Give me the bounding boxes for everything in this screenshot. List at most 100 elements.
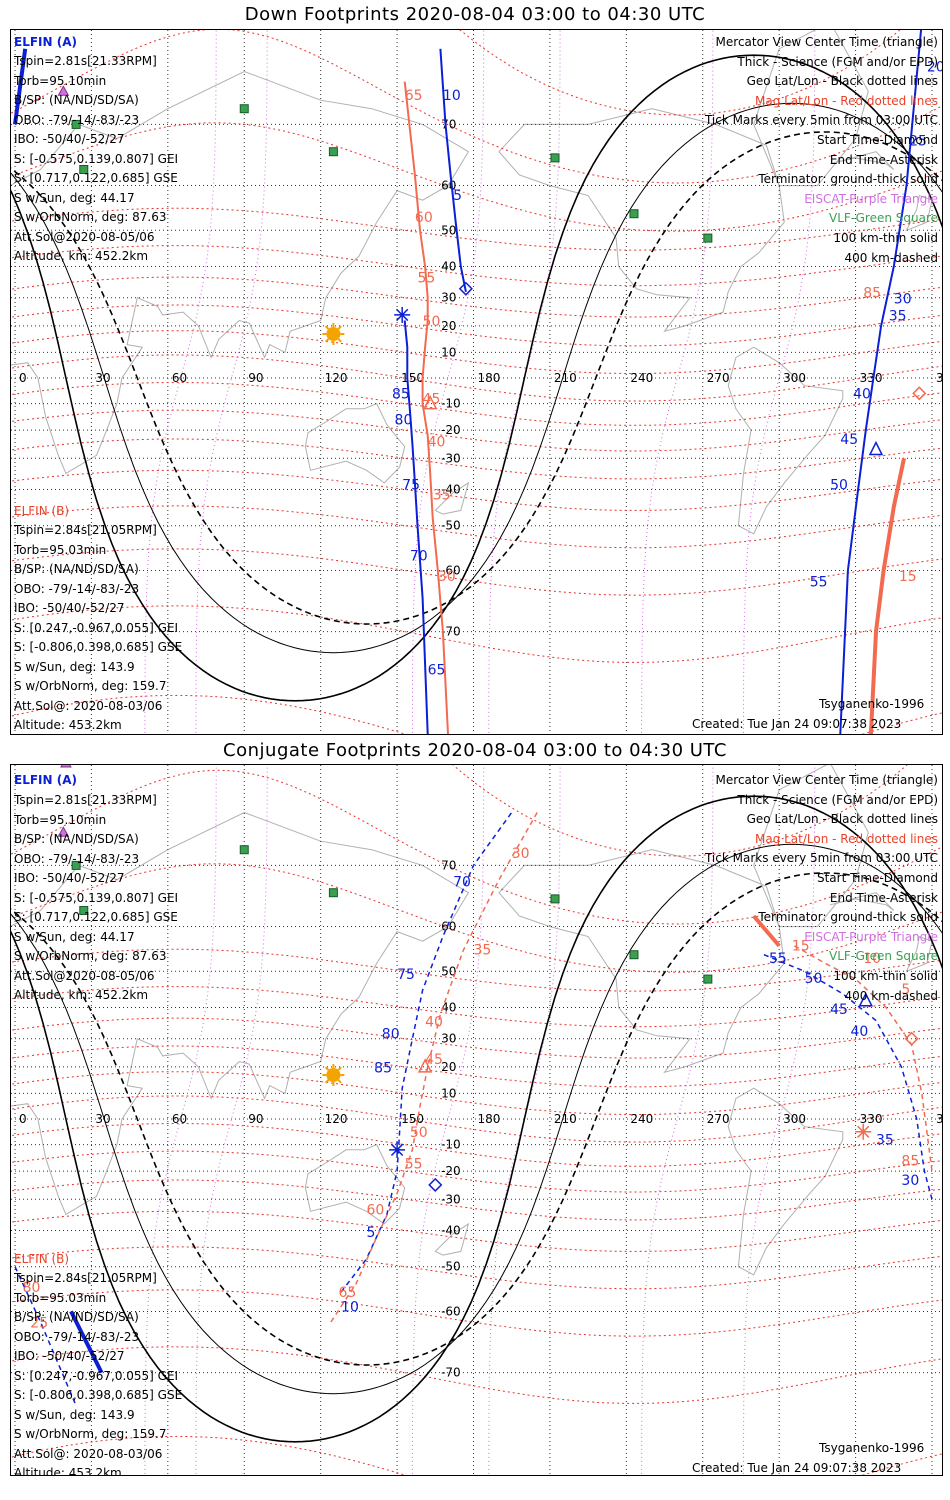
vlf-station-marker [328, 888, 338, 898]
mag-lat-line [11, 769, 942, 925]
lon-tick-label: 240 [630, 371, 653, 385]
lat-tick-label: -50 [441, 1260, 461, 1274]
elfin-a-tick-label: 30 [901, 1173, 919, 1189]
sun-ray [337, 338, 342, 343]
legend-item: Mag Lat/Lon - Red dotted lines [754, 831, 938, 846]
terminator-line [11, 54, 942, 702]
elfin-b-track [330, 812, 538, 1323]
elfin-a-tick-label: 35 [876, 1133, 894, 1149]
mag-lat-line [459, 30, 901, 116]
vlf-station-marker [71, 119, 81, 129]
mag-lat-line [11, 605, 942, 663]
elfin-a-tick-label: 5 [367, 1225, 376, 1241]
vlf-station-marker [550, 894, 560, 904]
coastline [11, 811, 470, 1216]
legend-item: Geo Lat/Lon - Black dotted lines [746, 74, 938, 89]
param-line: Altitude, km: 452.2km [14, 249, 149, 263]
elfin-a-tick-label: 45 [830, 1002, 848, 1018]
param-line: OBO: -79/-14/-83/-23 [14, 112, 140, 127]
lat-tick-label: -30 [441, 1192, 461, 1206]
elfin-b-tick-label: 15 [899, 569, 917, 585]
lon-tick-label: 90 [248, 371, 263, 385]
param-line: S w/OrbNorm, deg: 87.63 [14, 210, 167, 224]
elfin-b-science-track [868, 457, 906, 734]
mag-lat-line [11, 1071, 942, 1115]
elfin-b-tick-label: 85 [863, 286, 881, 302]
lat-tick-label: -30 [441, 451, 461, 465]
map-frame-down: 0 30 60 90 120 150 180 210 240 270 300 330 360 70 60 50… [10, 29, 943, 735]
lon-tick-label: 330 [860, 371, 883, 385]
legend-item: VLF-Green Square [829, 211, 938, 226]
legend-item: Terminator: ground-thick solid [758, 172, 938, 187]
sun-ray [324, 1079, 330, 1084]
elfin-a-label: ELFIN (A) [14, 35, 77, 49]
lon-tick-label: 210 [554, 1112, 577, 1126]
param-line: IBO: -50/40/-52/27 [14, 1349, 125, 1363]
start-diamond-marker [458, 281, 473, 296]
param-line: S: [-0.575,0.139,0.807] GEI [14, 890, 179, 905]
elfin-a-tick-label: 30 [894, 292, 912, 308]
elfin-a-tick-label: 70 [410, 549, 428, 565]
terminator-line [11, 795, 942, 1443]
legend-item: Mercator View Center Time (triangle) [715, 773, 938, 787]
vlf-station-marker [239, 104, 249, 114]
lon-tick-label: 270 [707, 1112, 730, 1126]
elfin-a-tick-label: 10 [341, 1299, 359, 1315]
mag-lat-line [11, 438, 942, 480]
lon-tick-label: 150 [401, 371, 424, 385]
lat-tick-label: 70 [441, 858, 456, 872]
elfin-a-tick-label: 40 [850, 1024, 868, 1040]
lat-tick-label: -60 [441, 563, 461, 577]
vlf-station-marker [629, 950, 639, 960]
start-diamond-marker [428, 1177, 443, 1192]
elfin-b-tick-label: 30 [438, 569, 456, 585]
lon-tick-label: 300 [783, 371, 806, 385]
coastline [753, 765, 869, 928]
param-line: Torb=95.10min [14, 812, 107, 827]
param-line: S: [0.717,0.122,0.685] GSE [14, 910, 178, 924]
end-asterisk-marker [390, 1143, 404, 1157]
terminator-line [11, 131, 942, 625]
mag-lat-line [11, 122, 942, 232]
param-line: Torb=95.03min [14, 1290, 107, 1305]
legend-item: Terminator: ground-thick solid [758, 910, 938, 925]
lat-tick-label: 10 [441, 1086, 456, 1100]
sun-ray [337, 1079, 342, 1084]
mag-lat-line [11, 1289, 942, 1337]
param-line: B/SP: (NA/ND/SD/SA) [14, 1310, 139, 1324]
legend-item: Geo Lat/Lon - Black dotted lines [746, 812, 938, 827]
mag-lat-line [11, 1150, 942, 1193]
elfin-b-tick-label: 30 [512, 846, 530, 862]
elfin-a-tick-label: 25 [909, 133, 927, 149]
elfin-b-tick-label: 40 [425, 1015, 443, 1031]
lat-tick-label: 30 [441, 1032, 456, 1046]
center-triangle-marker [422, 394, 438, 410]
param-line: Torb=95.10min [14, 73, 107, 88]
legend-item: 400 km-dashed [844, 250, 938, 265]
elfin-b-tick-label: 40 [428, 435, 446, 451]
lat-tick-label: -70 [441, 625, 461, 639]
elfin-b-tick-label: 65 [405, 88, 423, 104]
end-asterisk-marker [395, 308, 409, 322]
coastline [727, 1087, 844, 1276]
param-line: B/SP: (NA/ND/SD/SA) [14, 832, 139, 846]
coastline [304, 1143, 406, 1225]
elfin-a-tick-label: 80 [395, 413, 413, 429]
vlf-station-marker [703, 974, 713, 984]
sun-icon [326, 326, 341, 341]
mag-lat-line [11, 1210, 942, 1252]
param-line: S w/Sun, deg: 44.17 [14, 190, 135, 205]
coastline [829, 151, 895, 170]
elfin-b-tick-label: 25 [30, 1315, 48, 1331]
model-footer: Tsyganenko-1996 [819, 1441, 925, 1455]
lon-tick-label: 0 [19, 371, 27, 385]
param-line: Att.Sol@2020-08-05/06 [14, 968, 155, 983]
mag-lat-line [11, 1017, 942, 1059]
elfin-a-tick-label: 65 [428, 662, 446, 678]
lat-tick-label: 20 [441, 319, 456, 333]
lat-tick-label: 40 [441, 1001, 456, 1015]
param-line: S w/OrbNorm, deg: 159.7 [14, 679, 167, 693]
elfin-a-tick-label: 85 [374, 1060, 392, 1076]
vlf-station-marker [79, 165, 89, 175]
lon-tick-label: 240 [630, 1112, 653, 1126]
